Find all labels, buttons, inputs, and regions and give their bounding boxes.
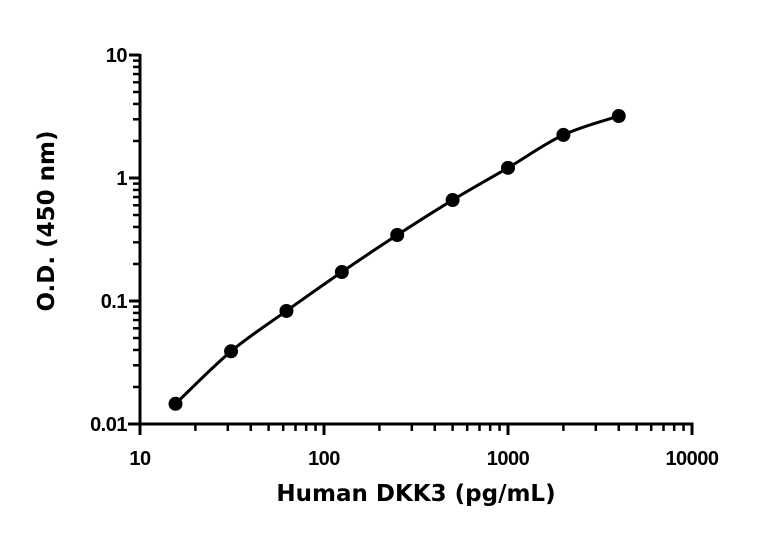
y-axis-title: O.D. (450 nm) (34, 130, 60, 311)
data-point-marker (390, 228, 405, 243)
y-axis: 0.01 0.1 1 10 (90, 45, 142, 436)
fit-curve (174, 114, 620, 405)
y-tick-label: 0.1 (101, 291, 128, 313)
y-tick-label: 10 (106, 45, 128, 67)
data-point-marker (168, 396, 183, 411)
data-point-marker (501, 160, 515, 175)
data-point-marker (334, 265, 349, 280)
x-tick-label: 10 (129, 448, 151, 470)
data-point-marker (224, 344, 239, 359)
data-point-marker (611, 109, 626, 124)
y-tick-label: 1 (116, 168, 127, 190)
x-tick-label: 100 (308, 448, 340, 470)
x-axis-title: Human DKK3 (pg/mL) (276, 481, 555, 507)
y-tick-label: 0.01 (90, 414, 127, 436)
data-point-marker (279, 303, 294, 318)
data-series (168, 109, 626, 411)
data-point-marker (556, 127, 571, 142)
x-tick-label: 1000 (487, 448, 530, 470)
x-tick-label: 10000 (665, 448, 718, 470)
x-axis: 10 100 1000 10000 (128, 422, 719, 470)
data-point-marker (445, 193, 460, 208)
